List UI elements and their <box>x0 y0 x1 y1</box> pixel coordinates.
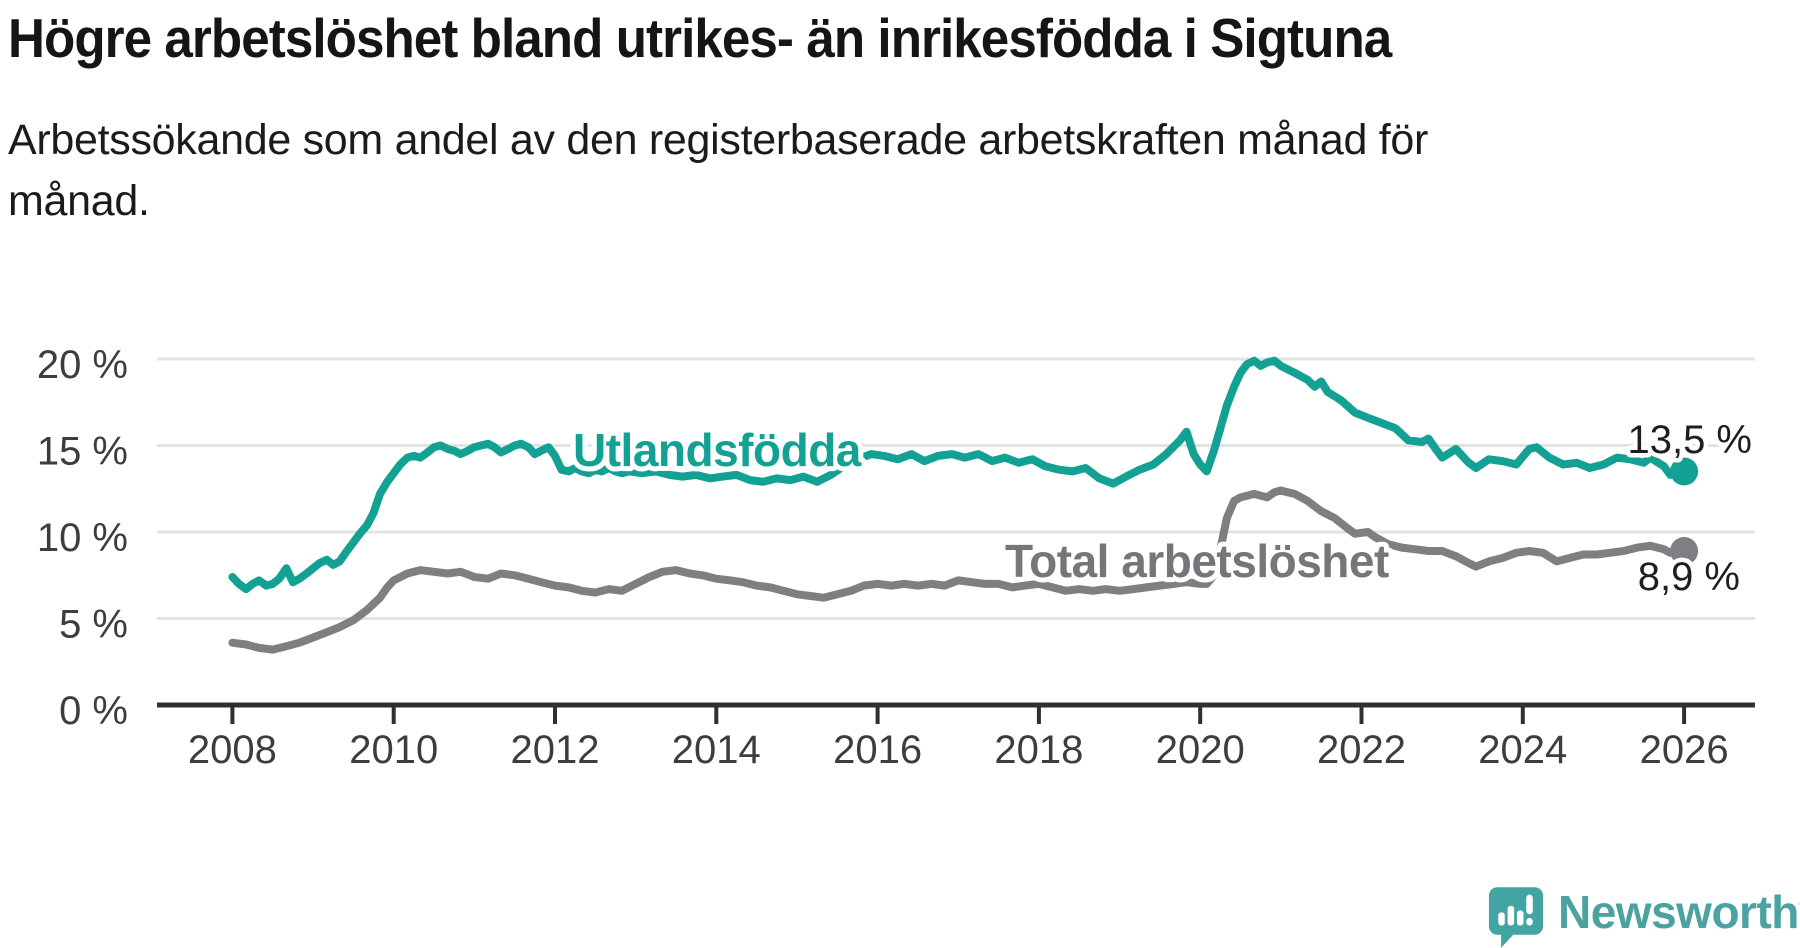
x-tick-label-2016: 2016 <box>833 728 922 772</box>
x-tick-label-2010: 2010 <box>349 728 438 772</box>
newsworthy-icon-bubble <box>1488 887 1544 948</box>
x-tick-label-2022: 2022 <box>1317 728 1406 772</box>
chart-subtitle-line-1: Arbetssökande som andel av den registerb… <box>8 116 1429 164</box>
series-label-total-arbetsloshet: Total arbetslöshet <box>1005 535 1389 587</box>
x-tick-label-2020: 2020 <box>1156 728 1245 772</box>
y-tick-label-5: 5 % <box>59 603 128 647</box>
end-dot-utlandsfodda <box>1670 457 1699 486</box>
newsworthy-icon-exclamation-dot <box>1526 918 1533 926</box>
newsworthy-icon-exclamation-bar <box>1526 894 1533 915</box>
x-tick-label-2018: 2018 <box>994 728 1083 772</box>
x-tick-label-2014: 2014 <box>672 728 761 772</box>
series-line-utlandsfodda <box>228 356 1689 594</box>
newsworthy-icon-bar-3 <box>1516 910 1524 926</box>
x-tick-label-2024: 2024 <box>1478 728 1567 772</box>
newsworthy-icon-bar-1 <box>1498 912 1505 926</box>
x-tick-label-2008: 2008 <box>188 728 277 772</box>
newsworthy-icon-bar-2 <box>1507 905 1515 926</box>
y-tick-label-15: 15 % <box>37 430 128 474</box>
y-tick-label-20: 20 % <box>37 343 128 387</box>
end-value-label-utlandsfodda: 13,5 % <box>1627 418 1752 462</box>
newsworthy-logo-text: Newsworthy <box>1558 886 1800 938</box>
chart-subtitle: Arbetssökande som andel av den registerb… <box>8 110 1428 232</box>
newsworthy-icon <box>1488 887 1544 948</box>
x-tick-label-2026: 2026 <box>1640 728 1729 772</box>
end-dot-total-arbetsloshet <box>1670 537 1699 566</box>
newsworthy-logo: Newsworthy <box>1488 886 1800 948</box>
chart-subtitle-line-2: månad. <box>8 177 150 225</box>
y-tick-label-0: 0 % <box>59 689 128 733</box>
series-label-utlandsfodda: Utlandsfödda <box>573 424 862 476</box>
y-tick-label-10: 10 % <box>37 516 128 560</box>
end-value-label-total-arbetsloshet: 8,9 % <box>1638 555 1740 599</box>
chart-title: Högre arbetslöshet bland utrikes- än inr… <box>8 7 1392 69</box>
x-tick-label-2012: 2012 <box>511 728 600 772</box>
series-line-total-arbetsloshet <box>228 486 1689 654</box>
